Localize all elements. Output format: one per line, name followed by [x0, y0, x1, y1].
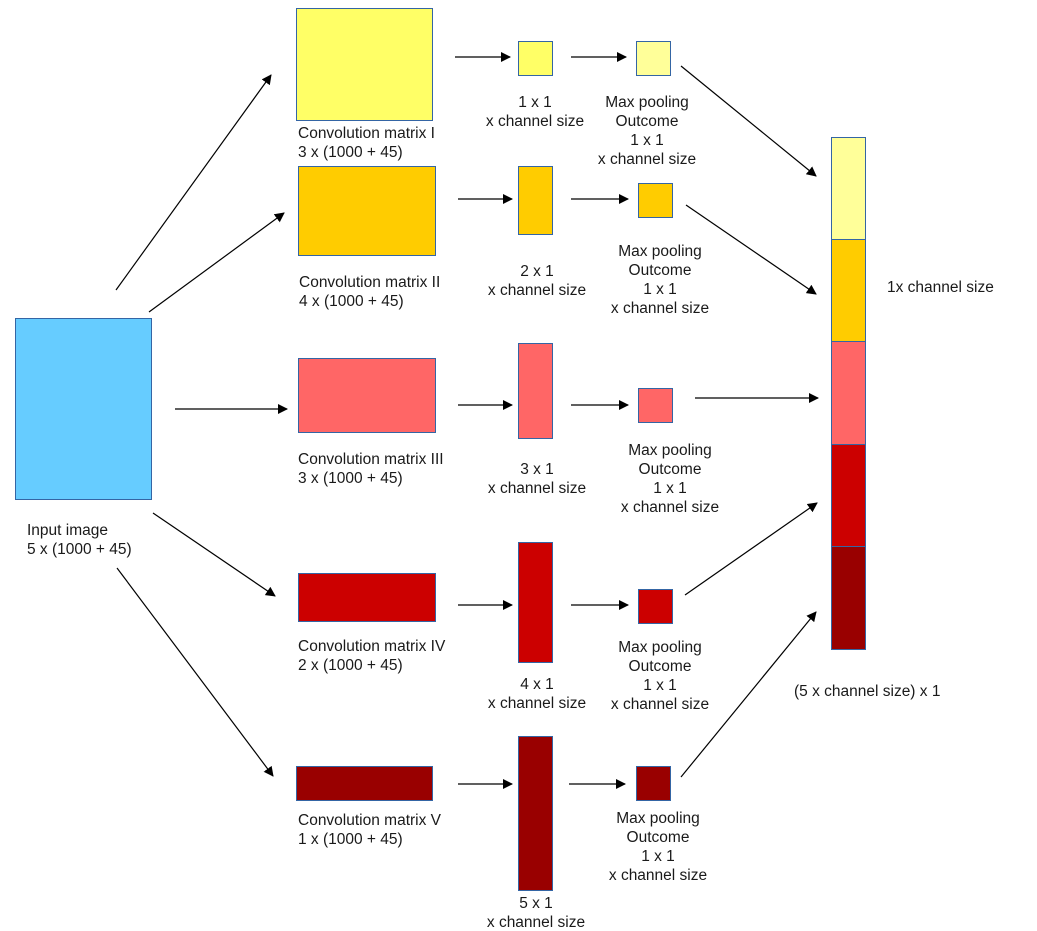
max-pool-3-channel: x channel size — [620, 499, 720, 516]
feature-map-1-label: 1 x 1 x channel size — [486, 93, 584, 131]
max-pool-4-label: Max pooling Outcome 1 x 1 x channel size — [611, 638, 709, 714]
arrow-input-to-conv5 — [116, 567, 274, 777]
feature-map-1-channel: x channel size — [485, 113, 585, 130]
output-total-size: (5 x channel size) x 1 — [794, 683, 941, 700]
max-pool-5-outcome: Outcome — [626, 829, 690, 846]
arrow-pool4-to-output — [684, 502, 818, 596]
feature-map-2-channel: x channel size — [487, 282, 587, 299]
max-pool-2-outcome: Outcome — [628, 262, 692, 279]
feature-map-5 — [518, 736, 553, 891]
conv-matrix-1-label: Convolution matrix I 3 x (1000 + 45) — [298, 124, 435, 162]
input-image-title: Input image — [27, 522, 108, 539]
output-total-label: (5 x channel size) x 1 — [794, 682, 940, 701]
feature-map-1-dims: 1 x 1 — [518, 94, 552, 111]
max-pool-5-label: Max pooling Outcome 1 x 1 x channel size — [609, 809, 707, 885]
conv-matrix-2 — [298, 166, 436, 256]
output-segment-size: 1x channel size — [887, 279, 994, 296]
max-pool-5 — [636, 766, 671, 801]
arrow-input-to-conv1 — [115, 74, 272, 291]
input-image-dims: 5 x (1000 + 45) — [27, 541, 132, 558]
conv-matrix-2-dims: 4 x (1000 + 45) — [299, 293, 404, 310]
conv-matrix-5-label: Convolution matrix V 1 x (1000 + 45) — [298, 811, 441, 849]
arrow-input-to-conv4 — [152, 512, 276, 597]
conv-matrix-4-dims: 2 x (1000 + 45) — [298, 657, 403, 674]
feature-map-5-dims: 5 x 1 — [519, 895, 553, 912]
max-pool-3-label: Max pooling Outcome 1 x 1 x channel size — [621, 441, 719, 517]
conv-matrix-1-dims: 3 x (1000 + 45) — [298, 144, 403, 161]
feature-map-3-channel: x channel size — [487, 480, 587, 497]
input-image-label: Input image 5 x (1000 + 45) — [27, 521, 132, 559]
max-pool-1-dims: 1 x 1 — [630, 132, 664, 149]
output-segment-1 — [831, 137, 866, 240]
max-pool-2-label: Max pooling Outcome 1 x 1 x channel size — [611, 242, 709, 318]
max-pool-5-title: Max pooling — [616, 810, 700, 827]
output-segment-2 — [831, 239, 866, 342]
feature-map-5-channel: x channel size — [486, 914, 586, 931]
max-pool-1-channel: x channel size — [597, 151, 697, 168]
feature-map-3 — [518, 343, 553, 439]
feature-map-3-label: 3 x 1 x channel size — [488, 460, 586, 498]
max-pool-2-dims: 1 x 1 — [643, 281, 677, 298]
conv-matrix-3-name: Convolution matrix III — [298, 451, 444, 468]
max-pool-4-title: Max pooling — [618, 639, 702, 656]
max-pool-2 — [638, 183, 673, 218]
feature-map-1 — [518, 41, 553, 76]
conv-matrix-4-label: Convolution matrix IV 2 x (1000 + 45) — [298, 637, 445, 675]
max-pool-3-outcome: Outcome — [638, 461, 702, 478]
output-segment-label: 1x channel size — [887, 278, 994, 297]
feature-map-4-label: 4 x 1 x channel size — [488, 675, 586, 713]
max-pool-5-dims: 1 x 1 — [641, 848, 675, 865]
max-pool-2-title: Max pooling — [618, 243, 702, 260]
conv-matrix-3 — [298, 358, 436, 433]
max-pool-1-outcome: Outcome — [615, 113, 679, 130]
output-segment-3 — [831, 341, 866, 445]
max-pool-3-dims: 1 x 1 — [653, 480, 687, 497]
conv-matrix-1-name: Convolution matrix I — [298, 125, 435, 142]
feature-map-2 — [518, 166, 553, 235]
max-pool-4-outcome: Outcome — [628, 658, 692, 675]
max-pool-5-channel: x channel size — [608, 867, 708, 884]
max-pool-1-label: Max pooling Outcome 1 x 1 x channel size — [598, 93, 696, 169]
conv-matrix-4-name: Convolution matrix IV — [298, 638, 446, 655]
arrow-pool5-to-output — [680, 611, 817, 778]
output-segment-5 — [831, 546, 866, 650]
conv-matrix-5-name: Convolution matrix V — [298, 812, 442, 829]
max-pool-4 — [638, 589, 673, 624]
conv-matrix-2-name: Convolution matrix II — [299, 274, 441, 291]
max-pool-1-title: Max pooling — [605, 94, 689, 111]
arrow-pool2-to-output — [685, 204, 817, 295]
conv-matrix-4 — [298, 573, 436, 622]
feature-map-4 — [518, 542, 553, 663]
max-pool-4-dims: 1 x 1 — [643, 677, 677, 694]
feature-map-3-dims: 3 x 1 — [520, 461, 554, 478]
max-pool-3-title: Max pooling — [628, 442, 712, 459]
conv-matrix-5-dims: 1 x (1000 + 45) — [298, 831, 403, 848]
feature-map-4-dims: 4 x 1 — [520, 676, 554, 693]
conv-matrix-5 — [296, 766, 433, 801]
max-pool-3 — [638, 388, 673, 423]
max-pool-4-channel: x channel size — [610, 696, 710, 713]
conv-matrix-3-dims: 3 x (1000 + 45) — [298, 470, 403, 487]
max-pool-1 — [636, 41, 671, 76]
arrow-pool1-to-output — [680, 65, 817, 177]
output-segment-4 — [831, 444, 866, 547]
feature-map-2-label: 2 x 1 x channel size — [488, 262, 586, 300]
conv-matrix-2-label: Convolution matrix II 4 x (1000 + 45) — [299, 273, 440, 311]
arrow-input-to-conv2 — [148, 212, 285, 313]
input-image-block — [15, 318, 152, 500]
feature-map-5-label: 5 x 1 x channel size — [487, 894, 585, 931]
max-pool-2-channel: x channel size — [610, 300, 710, 317]
feature-map-2-dims: 2 x 1 — [520, 263, 554, 280]
conv-matrix-3-label: Convolution matrix III 3 x (1000 + 45) — [298, 450, 444, 488]
conv-matrix-1 — [296, 8, 433, 121]
feature-map-4-channel: x channel size — [487, 695, 587, 712]
